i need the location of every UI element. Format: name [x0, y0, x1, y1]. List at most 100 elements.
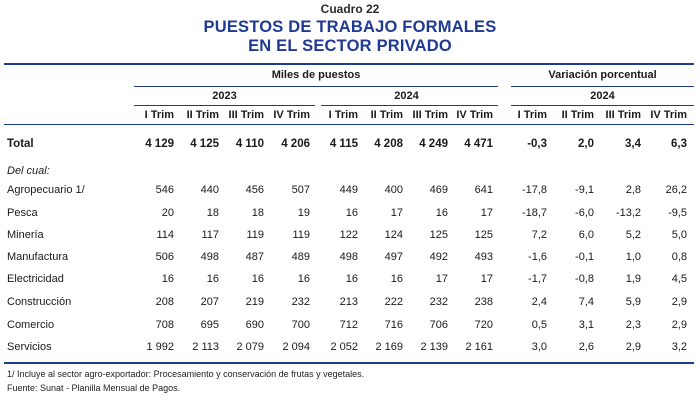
row-label: Manufactura	[7, 251, 69, 263]
cell-value: 125	[474, 229, 494, 241]
cell-value: 219	[245, 296, 264, 308]
header-trim: IV Trim	[456, 108, 494, 121]
header-row-trims: I Trim II Trim III Trim IV Trim I Trim I…	[4, 105, 694, 124]
cell-variation: 6,0	[578, 229, 595, 241]
cell-value: 487	[245, 251, 264, 263]
table-row: Servicios 1 992 2 113 2 079 2 094 2 052 2 169 2…	[4, 336, 694, 358]
row-label: Construcción	[7, 296, 72, 308]
cell-value: 507	[291, 184, 310, 196]
cell-value: 232	[429, 296, 448, 308]
header-trim: II Trim	[186, 108, 219, 121]
cell-value: 222	[384, 296, 403, 308]
cell-value: 1 992	[146, 341, 174, 353]
table-row-total: Total 4 129 4 125 4 110 4 206 4 115 4 20…	[4, 124, 694, 164]
header-trim: III Trim	[228, 108, 264, 121]
header-trim: I Trim	[517, 108, 548, 121]
cell-variation: 2,9	[671, 319, 688, 331]
table-row: Comercio 708 695 690 700 712 716 706 720 0,5 3,1 2,…	[4, 314, 694, 336]
cell-variation: -13,2	[615, 207, 642, 219]
header-year-2024: 2024	[394, 89, 419, 102]
cell-value: 641	[474, 184, 494, 196]
cell-value: 546	[155, 184, 174, 196]
row-label: Comercio	[7, 319, 55, 331]
header-trim: IV Trim	[650, 108, 688, 121]
cell-value: 2 052	[330, 341, 358, 353]
year-2024-var-underline	[511, 105, 694, 106]
cell-variation: 2,9	[625, 341, 642, 353]
cell-variation: 1,9	[625, 273, 642, 285]
cell-value: 695	[200, 319, 219, 331]
cell-value: 18	[251, 207, 264, 219]
header-trim: I Trim	[328, 108, 358, 121]
cell-value: 2 161	[465, 341, 494, 353]
cell-value: 213	[339, 296, 358, 308]
cell-value: 4 129	[145, 138, 174, 150]
top-rule	[4, 63, 694, 65]
header-trim: I Trim	[144, 108, 174, 121]
cell-variation: 3,1	[578, 319, 595, 331]
header-miles-de-puestos: Miles de puestos	[271, 69, 361, 81]
bottom-rule	[4, 362, 694, 364]
table-row-del-cual: Del cual:	[4, 164, 694, 178]
row-label: Minería	[7, 229, 44, 241]
cell-value: 716	[384, 319, 403, 331]
cell-value: 492	[429, 251, 448, 263]
cell-variation: -1,6	[528, 251, 548, 263]
header-trim: IV Trim	[273, 108, 310, 121]
cell-value: 493	[474, 251, 494, 263]
cell-variation: 2,9	[671, 296, 688, 308]
cell-value: 712	[339, 319, 358, 331]
table-title-line-2: EN EL SECTOR PRIVADO	[248, 37, 452, 55]
cell-value: 4 110	[235, 138, 264, 150]
cell-value: 4 208	[374, 138, 403, 150]
cell-value: 469	[429, 184, 448, 196]
cell-value: 119	[246, 229, 264, 241]
cell-variation: 3,2	[671, 341, 688, 353]
cell-variation: -18,7	[521, 207, 548, 219]
cell-value: 16	[435, 207, 448, 219]
cell-value: 720	[474, 319, 494, 331]
cell-value: 17	[480, 207, 494, 219]
cell-value: 440	[200, 184, 219, 196]
cell-value: 4 125	[190, 138, 219, 150]
cell-value: 498	[200, 251, 219, 263]
cell-variation: 5,0	[671, 229, 688, 241]
cell-value: 2 094	[282, 341, 310, 353]
cell-value: 497	[384, 251, 403, 263]
year-2023-underline	[134, 105, 315, 106]
table-caption: Cuadro 22	[320, 2, 380, 16]
cell-variation: 2,6	[578, 341, 595, 353]
header-year-2024-var: 2024	[590, 89, 615, 102]
cell-variation: 6,3	[671, 138, 688, 150]
cell-variation: 26,2	[665, 184, 688, 196]
header-year-2023: 2023	[212, 89, 237, 102]
cell-value: 122	[339, 229, 358, 241]
cell-value: 456	[245, 184, 264, 196]
cell-variation: -1,7	[528, 273, 548, 285]
row-label: Total	[7, 138, 34, 150]
cell-value: 690	[245, 319, 264, 331]
del-cual-label: Del cual:	[7, 165, 50, 177]
cell-value: 232	[291, 296, 310, 308]
data-table: Miles de puestos Variación porcentual 20…	[4, 64, 694, 358]
cell-value: 17	[390, 207, 403, 219]
cell-value: 16	[345, 273, 358, 285]
cell-variation: -6,0	[575, 207, 595, 219]
cell-value: 498	[339, 251, 358, 263]
cell-value: 20	[161, 207, 174, 219]
cell-variation: 4,5	[671, 273, 688, 285]
cell-variation: 7,2	[531, 229, 548, 241]
cell-value: 17	[480, 273, 494, 285]
header-trim: II Trim	[370, 108, 403, 121]
cell-value: 4 115	[329, 138, 358, 150]
cell-variation: 5,2	[625, 229, 642, 241]
cell-value: 506	[155, 251, 174, 263]
cell-value: 2 079	[236, 341, 264, 353]
row-label: Agropecuario 1/	[7, 184, 85, 196]
cell-variation: -0,8	[575, 273, 595, 285]
cell-value: 2 139	[420, 341, 448, 353]
header-variacion-porcentual: Variación porcentual	[548, 69, 657, 81]
cell-variation: -0,3	[527, 138, 548, 150]
cell-variation: 0,8	[671, 251, 688, 263]
table-title-line-1: PUESTOS DE TRABAJO FORMALES	[203, 18, 497, 36]
